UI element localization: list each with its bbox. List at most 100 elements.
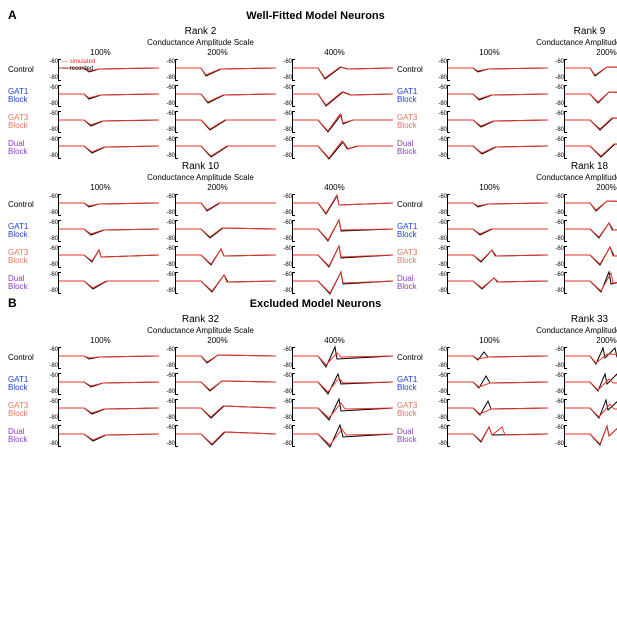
y-ticks: -60-80	[42, 397, 59, 423]
trace-cell: -60-80	[431, 192, 548, 218]
trace-cell: -60-80	[159, 397, 276, 423]
condition-row: Control-60-80— simulated— recorded-60-80…	[8, 57, 393, 83]
trace-svg	[59, 244, 159, 270]
trace-cell: -60-80	[431, 397, 548, 423]
trace-svg	[448, 345, 548, 371]
rank-title: Rank 10	[8, 161, 393, 172]
trace-svg	[59, 270, 159, 296]
trace-svg	[176, 218, 276, 244]
trace-svg	[293, 244, 393, 270]
y-ticks: -60-80	[548, 83, 565, 109]
trace-svg	[565, 371, 617, 397]
y-ticks: -60-80	[276, 244, 293, 270]
trace-svg	[59, 135, 159, 161]
trace-svg	[293, 109, 393, 135]
row-label: GAT1Block	[8, 376, 42, 393]
scale-axis-title: Conductance Amplitude Scale	[8, 173, 393, 182]
condition-row: GAT1Block-60-80-60-80-60-80	[397, 371, 617, 397]
trace-cell: -60-80	[548, 109, 617, 135]
trace-svg	[176, 397, 276, 423]
row-label: Control	[8, 66, 42, 74]
section-title: Excluded Model Neurons	[22, 298, 609, 310]
trace-cell: -60-80	[159, 270, 276, 296]
trace-svg	[565, 109, 617, 135]
trace-cell: -60-80	[159, 345, 276, 371]
trace-svg	[176, 135, 276, 161]
trace-cell: -60-80	[431, 218, 548, 244]
y-ticks: -60-80	[159, 192, 176, 218]
trace-cell: -60-80	[276, 270, 393, 296]
y-ticks: -60-80	[548, 423, 565, 449]
y-ticks: -60-80	[42, 218, 59, 244]
trace-svg	[293, 83, 393, 109]
y-ticks: -60-80	[159, 371, 176, 397]
rank-block: Rank 9Conductance Amplitude Scale100%200…	[397, 26, 617, 161]
row-label: Control	[397, 354, 431, 362]
y-ticks: -60-80	[276, 192, 293, 218]
trace-svg	[565, 244, 617, 270]
y-ticks: -60-80	[159, 423, 176, 449]
y-ticks: -60-80	[548, 135, 565, 161]
condition-row: GAT1Block-60-80-60-80-60-80	[8, 83, 393, 109]
trace-cell: -60-80	[548, 218, 617, 244]
trace-svg	[59, 109, 159, 135]
trace-svg	[293, 57, 393, 83]
y-ticks: -60-80	[42, 192, 59, 218]
column-header: 100%	[42, 183, 159, 192]
column-header: 200%	[159, 336, 276, 345]
row-label: GAT1Block	[8, 223, 42, 240]
trace-svg	[448, 83, 548, 109]
trace-cell: -60-80	[276, 135, 393, 161]
rank-title: Rank 2	[8, 26, 393, 37]
trace-svg	[448, 270, 548, 296]
condition-row: DualBlock-60-80-60-80-60-80	[397, 270, 617, 296]
trace-cell: -60-80	[159, 135, 276, 161]
y-ticks: -60-80	[159, 270, 176, 296]
trace-cell: -60-80	[159, 244, 276, 270]
y-ticks: -60-80	[431, 83, 448, 109]
condition-row: DualBlock-60-80-60-80-60-80	[397, 423, 617, 449]
trace-cell: -60-80— simulated— recorded	[42, 57, 159, 83]
section-title: Well-Fitted Model Neurons	[22, 10, 609, 22]
condition-row: Control-60-80-60-80-60-80	[8, 345, 393, 371]
row-label: DualBlock	[397, 140, 431, 157]
trace-svg	[59, 218, 159, 244]
condition-row: GAT1Block-60-80-60-80-60-80	[8, 218, 393, 244]
condition-row: DualBlock-60-80-60-80-60-80500 ms	[397, 135, 617, 161]
trace-svg	[565, 135, 617, 161]
trace-cell: -60-80	[548, 192, 617, 218]
trace-svg	[565, 270, 617, 296]
y-ticks: -60-80	[548, 218, 565, 244]
rank-block: Rank 18Conductance Amplitude Scale100%20…	[397, 161, 617, 296]
y-ticks: -60-80	[159, 397, 176, 423]
trace-cell: -60-80	[431, 135, 548, 161]
trace-cell: -60-80	[276, 109, 393, 135]
trace-svg	[293, 192, 393, 218]
panel-letter: B	[8, 296, 22, 314]
row-label: GAT1Block	[397, 376, 431, 393]
column-header: 400%	[276, 48, 393, 57]
row-label: DualBlock	[397, 275, 431, 292]
y-ticks: -60-80	[42, 244, 59, 270]
column-header: 100%	[431, 336, 548, 345]
rank-block: Rank 10Conductance Amplitude Scale100%20…	[8, 161, 393, 296]
condition-row: Control-60-80-60-80-60-80	[397, 57, 617, 83]
trace-cell: -60-80	[42, 423, 159, 449]
trace-svg	[448, 192, 548, 218]
y-ticks: -60-80	[431, 135, 448, 161]
trace-svg	[59, 345, 159, 371]
condition-row: GAT1Block-60-80-60-80-60-80	[397, 83, 617, 109]
trace-svg	[293, 345, 393, 371]
trace-svg	[565, 57, 617, 83]
condition-row: GAT3Block-60-80-60-80-60-80	[8, 244, 393, 270]
figure-root: AWell-Fitted Model NeuronsRank 2Conducta…	[8, 8, 609, 449]
y-ticks: -60-80	[159, 218, 176, 244]
rank-title: Rank 9	[397, 26, 617, 37]
column-header-row: 100%200%400%	[8, 336, 393, 345]
trace-cell: -60-80	[42, 109, 159, 135]
y-ticks: -60-80	[42, 109, 59, 135]
y-ticks: -60-80	[276, 109, 293, 135]
trace-cell: -60-80	[42, 345, 159, 371]
condition-row: GAT3Block-60-80-60-80-60-80	[397, 109, 617, 135]
trace-cell: -60-80	[276, 397, 393, 423]
